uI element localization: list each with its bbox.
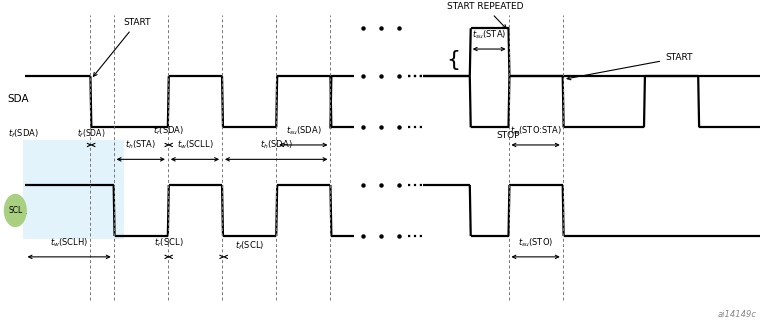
Text: START REPEATED: START REPEATED	[447, 2, 524, 28]
Text: STOP: STOP	[497, 130, 521, 140]
Text: $t_h$(SDA): $t_h$(SDA)	[260, 139, 292, 151]
Text: $t_{su}$(STA): $t_{su}$(STA)	[472, 28, 507, 41]
Text: $t_h$(STA): $t_h$(STA)	[125, 139, 156, 151]
Text: $t_{su}$(SDA): $t_{su}$(SDA)	[285, 125, 321, 137]
Text: SCL: SCL	[9, 206, 23, 215]
Text: $t_r$(SDA): $t_r$(SDA)	[153, 125, 184, 137]
Text: $t_r$(SCL): $t_r$(SCL)	[154, 236, 183, 249]
Text: ai14149c: ai14149c	[717, 310, 756, 319]
Text: START: START	[93, 18, 151, 76]
Text: START: START	[567, 53, 692, 80]
FancyBboxPatch shape	[23, 140, 124, 239]
Text: $t_f$(SDA): $t_f$(SDA)	[8, 128, 39, 140]
Text: $t_{su}$(STO): $t_{su}$(STO)	[518, 236, 553, 249]
Text: $t_w$(STO:STA): $t_w$(STO:STA)	[510, 125, 562, 137]
Text: SCL: SCL	[8, 205, 27, 215]
Text: SDA: SDA	[8, 94, 30, 104]
Text: $t_w$(SCLL): $t_w$(SCLL)	[176, 139, 213, 151]
Ellipse shape	[5, 195, 26, 227]
Text: $t_f$(SDA): $t_f$(SDA)	[77, 128, 106, 140]
Text: {: {	[446, 50, 461, 70]
Text: $t_f$(SCL): $t_f$(SCL)	[235, 240, 263, 252]
Text: $t_w$(SCLH): $t_w$(SCLH)	[50, 236, 89, 249]
